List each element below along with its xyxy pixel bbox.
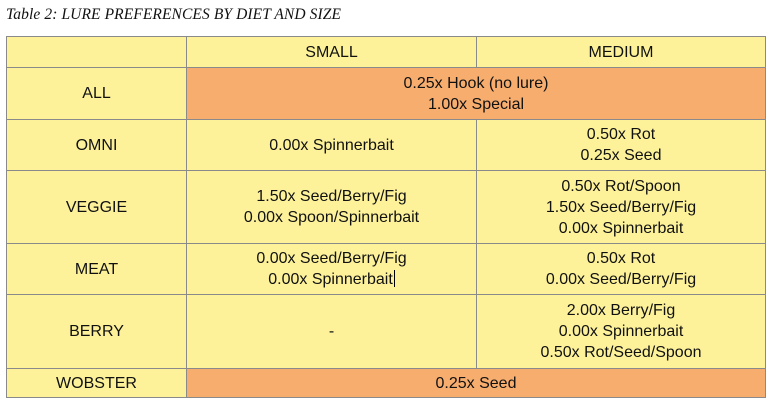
lure-preferences-table: SMALL MEDIUM ALL 0.25x Hook (no lure) 1.… [6, 36, 766, 398]
row-label-omni[interactable]: OMNI [6, 119, 187, 171]
veggie-medium-line-1: 0.50x Rot/Spoon [561, 177, 681, 195]
meat-small-cell[interactable]: 0.00x Seed/Berry/Fig 0.00x Spinnerbait [186, 243, 477, 295]
table-row-omni: OMNI 0.00x Spinnerbait 0.50x Rot 0.25x S… [6, 119, 766, 171]
omni-medium-line-1: 0.50x Rot [586, 126, 656, 143]
meat-small-line-1: 0.00x Seed/Berry/Fig [256, 250, 407, 267]
berry-medium-cell[interactable]: 2.00x Berry/Fig 0.00x Spinnerbait 0.50x … [476, 294, 766, 369]
wobster-merged-cell[interactable]: 0.25x Seed [186, 368, 766, 398]
table-row-berry: BERRY - 2.00x Berry/Fig 0.00x Spinnerbai… [6, 294, 766, 369]
meat-medium-line-1: 0.50x Rot [586, 250, 656, 267]
all-line-2: 1.00x Special [427, 95, 525, 113]
table-caption: Table 2: LURE PREFERENCES BY DIET AND SI… [6, 6, 342, 23]
omni-medium-line-2: 0.25x Seed [580, 147, 662, 164]
meat-medium-line-2: 0.00x Seed/Berry/Fig [545, 271, 697, 288]
veggie-small-cell[interactable]: 1.50x Seed/Berry/Fig 0.00x Spoon/Spinner… [186, 170, 477, 244]
berry-small-line-1: - [328, 323, 335, 340]
berry-medium-line-2: 0.00x Spinnerbait [558, 323, 684, 340]
berry-medium-line-3: 0.50x Rot/Seed/Spoon [540, 344, 702, 361]
row-label-berry[interactable]: BERRY [6, 294, 187, 369]
table-row-wobster: WOBSTER 0.25x Seed [6, 368, 766, 398]
veggie-medium-line-3: 0.00x Spinnerbait [558, 219, 684, 237]
meat-small-line-2: 0.00x Spinnerbait [268, 271, 393, 288]
all-merged-cell[interactable]: 0.25x Hook (no lure) 1.00x Special [186, 67, 766, 120]
table-row-meat: MEAT 0.00x Seed/Berry/Fig 0.00x Spinnerb… [6, 243, 766, 295]
all-line-1: 0.25x Hook (no lure) [403, 74, 549, 92]
veggie-medium-line-2: 1.50x Seed/Berry/Fig [545, 198, 697, 216]
row-label-all[interactable]: ALL [6, 67, 187, 120]
meat-small-line-2-wrap: 0.00x Spinnerbait [191, 269, 472, 290]
row-label-meat[interactable]: MEAT [6, 243, 187, 295]
table-row-veggie: VEGGIE 1.50x Seed/Berry/Fig 0.00x Spoon/… [6, 170, 766, 244]
header-corner-cell[interactable] [6, 36, 187, 68]
row-label-veggie[interactable]: VEGGIE [6, 170, 187, 244]
row-label-wobster[interactable]: WOBSTER [6, 368, 187, 398]
wobster-line-1: 0.25x Seed [435, 374, 517, 392]
veggie-medium-cell[interactable]: 0.50x Rot/Spoon 1.50x Seed/Berry/Fig 0.0… [476, 170, 766, 244]
header-row: SMALL MEDIUM [6, 36, 766, 68]
header-small[interactable]: SMALL [186, 36, 477, 68]
omni-small-line-1: 0.00x Spinnerbait [269, 136, 394, 154]
text-cursor [393, 270, 395, 287]
berry-medium-line-1: 2.00x Berry/Fig [566, 302, 676, 319]
berry-small-cell[interactable]: - [186, 294, 477, 369]
veggie-small-line-1: 1.50x Seed/Berry/Fig [256, 188, 407, 205]
meat-medium-cell[interactable]: 0.50x Rot 0.00x Seed/Berry/Fig [476, 243, 766, 295]
table-row-all: ALL 0.25x Hook (no lure) 1.00x Special [6, 67, 766, 120]
omni-medium-cell[interactable]: 0.50x Rot 0.25x Seed [476, 119, 766, 171]
veggie-small-line-2: 0.00x Spoon/Spinnerbait [243, 209, 420, 226]
header-medium[interactable]: MEDIUM [476, 36, 766, 68]
omni-small-cell[interactable]: 0.00x Spinnerbait [186, 119, 477, 171]
